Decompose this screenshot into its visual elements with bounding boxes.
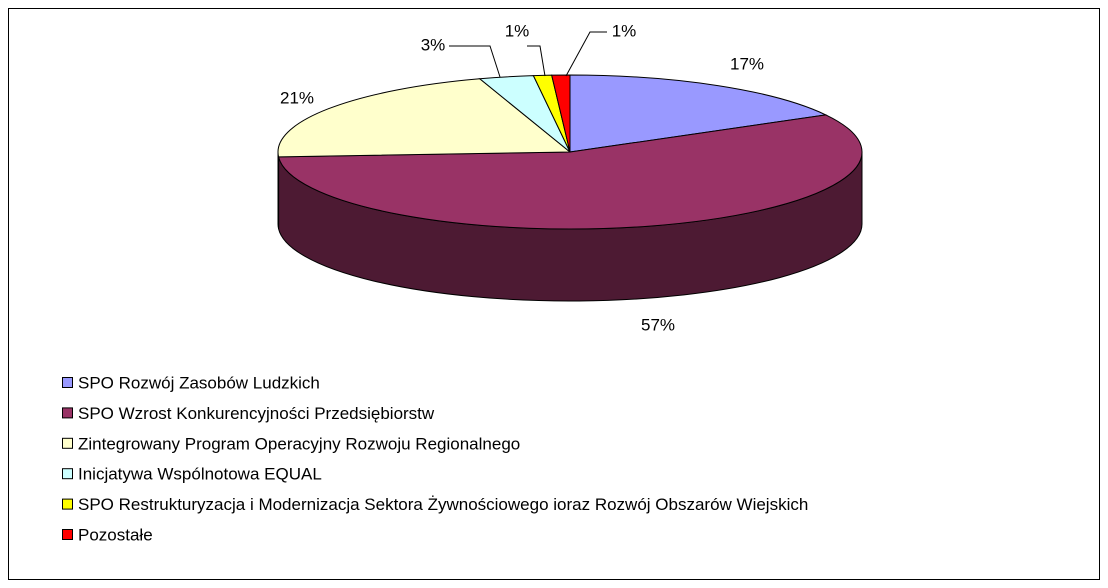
data-label: 1% — [612, 21, 637, 40]
pie-slice — [551, 74, 571, 153]
data-label: 1% — [505, 21, 530, 40]
legend-swatch — [62, 468, 73, 480]
leader-line — [527, 45, 546, 77]
legend-label: Inicjatywa Wspólnotowa EQUAL — [78, 465, 322, 484]
legend-label: SPO Rozwój Zasobów Ludzkich — [78, 373, 320, 392]
legend-label: Pozostałe — [78, 525, 153, 544]
pie-side — [277, 151, 280, 229]
leader-line — [449, 45, 501, 78]
legend-label: SPO Restrukturyzacja i Modernizacja Sekt… — [78, 495, 808, 514]
legend-swatch — [62, 437, 73, 449]
legend-label: SPO Wzrost Konkurencyjności Przedsiębior… — [78, 404, 435, 423]
legend-swatch — [62, 377, 73, 388]
legend-swatch — [62, 498, 73, 510]
leader-line — [565, 31, 607, 77]
legend-label: Zintegrowany Program Operacyjny Rozwoju … — [78, 434, 520, 453]
data-label: 17% — [730, 54, 764, 73]
pie-slice — [569, 74, 828, 153]
legend-swatch — [62, 529, 73, 540]
data-label: 3% — [421, 35, 446, 54]
data-label: 57% — [641, 315, 675, 334]
data-label: 21% — [280, 88, 314, 107]
pie-slice — [277, 78, 572, 158]
legend-swatch — [62, 407, 73, 419]
pie-slice — [277, 114, 863, 230]
